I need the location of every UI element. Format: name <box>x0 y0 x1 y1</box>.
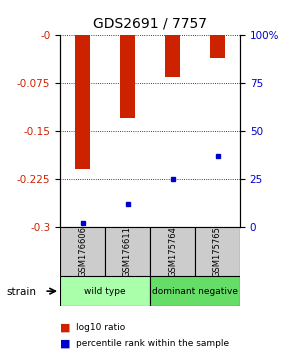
Text: GSM176611: GSM176611 <box>123 226 132 277</box>
Bar <box>150 276 240 306</box>
Text: GSM175764: GSM175764 <box>168 226 177 277</box>
Text: GSM176606: GSM176606 <box>78 226 87 277</box>
Text: log10 ratio: log10 ratio <box>76 323 126 332</box>
Bar <box>75 35 90 169</box>
Bar <box>150 227 195 276</box>
Text: GDS2691 / 7757: GDS2691 / 7757 <box>93 16 207 30</box>
Bar <box>60 227 105 276</box>
Bar <box>120 35 135 118</box>
Text: ■: ■ <box>60 322 70 332</box>
Bar <box>195 227 240 276</box>
Text: dominant negative: dominant negative <box>152 287 238 296</box>
Bar <box>165 35 180 77</box>
Text: wild type: wild type <box>84 287 126 296</box>
Text: ■: ■ <box>60 338 70 348</box>
Bar <box>105 227 150 276</box>
Text: percentile rank within the sample: percentile rank within the sample <box>76 339 230 348</box>
Bar <box>210 35 225 58</box>
Text: GSM175765: GSM175765 <box>213 226 222 277</box>
Bar <box>60 276 150 306</box>
Text: strain: strain <box>6 287 36 297</box>
